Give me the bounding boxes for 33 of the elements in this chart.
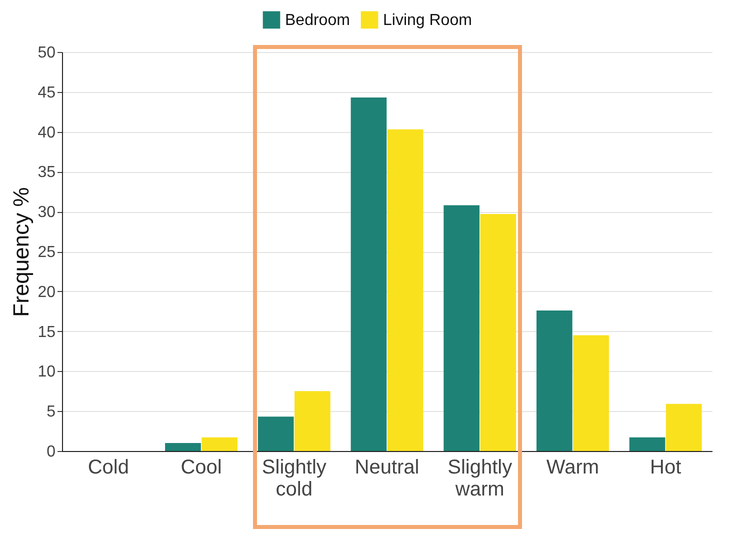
y-tick-label: 5 [46, 404, 56, 421]
bar [387, 129, 424, 451]
x-tick-label: Cold [88, 456, 129, 478]
y-tick-label: 45 [38, 84, 56, 102]
y-tick-label: 35 [38, 164, 56, 182]
bar [350, 97, 387, 451]
x-tick-label: Cool [180, 456, 222, 478]
y-tick-label: 25 [38, 244, 56, 261]
y-tick-label: 10 [38, 364, 56, 381]
x-tick-label: Slightly cold [262, 456, 326, 500]
x-tick-label: Slightly warm [448, 456, 512, 500]
bar [573, 335, 609, 451]
x-tick-label: Hot [650, 456, 682, 478]
legend-label: Living Room [383, 12, 472, 29]
bar [202, 437, 238, 451]
bar [165, 443, 201, 451]
bar [258, 416, 294, 451]
bar [294, 391, 330, 451]
y-tick-label: 20 [38, 284, 56, 301]
y-tick-label: 15 [38, 324, 56, 341]
bar [536, 310, 572, 451]
y-axis-title: Frequency % [8, 187, 34, 317]
legend-label: Bedroom [285, 12, 350, 29]
x-tick-label: Neutral [354, 456, 420, 478]
bar [629, 437, 666, 451]
bar [666, 404, 702, 451]
x-tick-label: Warm [546, 456, 600, 478]
y-tick-label: 50 [38, 44, 56, 62]
bar [480, 214, 516, 451]
y-tick-label: 0 [46, 444, 56, 460]
bar [444, 205, 480, 451]
y-tick-label: 40 [38, 124, 56, 142]
y-tick-label: 30 [38, 204, 56, 222]
